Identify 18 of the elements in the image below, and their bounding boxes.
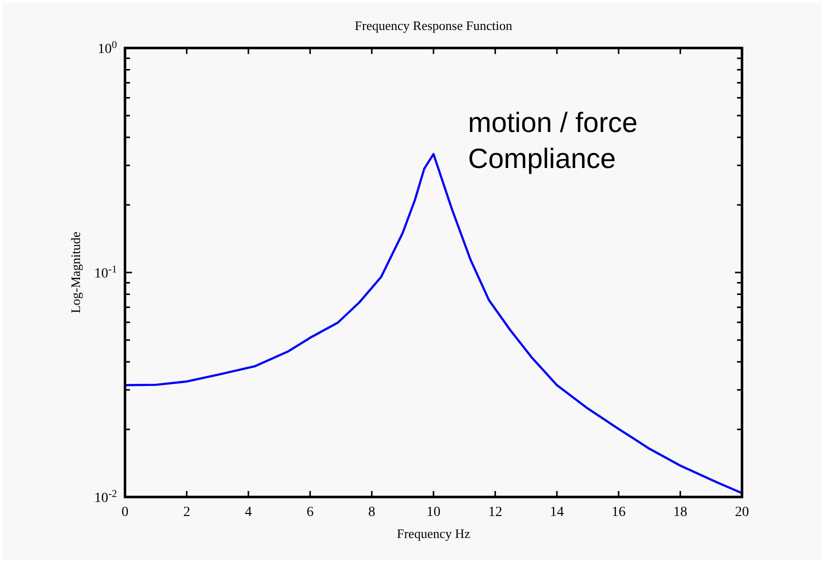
x-tick-label: 8 <box>368 505 376 520</box>
y-tick-label: 10$^{-1}$ <box>94 264 117 282</box>
x-tick-label: 14 <box>550 505 564 520</box>
annotation: motion / force Compliance <box>468 107 638 174</box>
x-tick-label: 0 <box>122 505 128 520</box>
x-tick-label: 12 <box>488 505 502 520</box>
chart-title: Frequency Response Function <box>354 18 513 33</box>
x-tick-label: 10 <box>426 505 440 520</box>
y-tick-label: 10$^{-2}$ <box>94 488 117 506</box>
x-tick-label: 18 <box>673 505 688 520</box>
x-tick-label: 20 <box>735 505 749 520</box>
y-axis-title: Log-Magnitude <box>68 231 83 314</box>
x-tick-label: 16 <box>612 505 626 520</box>
x-tick-label: 4 <box>244 505 252 520</box>
x-tick-label: 6 <box>306 505 314 520</box>
x-axis-title: Frequency Hz <box>396 526 470 541</box>
x-tick-label: 2 <box>183 505 190 520</box>
y-tick-label: 10$^{0}$ <box>98 40 117 57</box>
